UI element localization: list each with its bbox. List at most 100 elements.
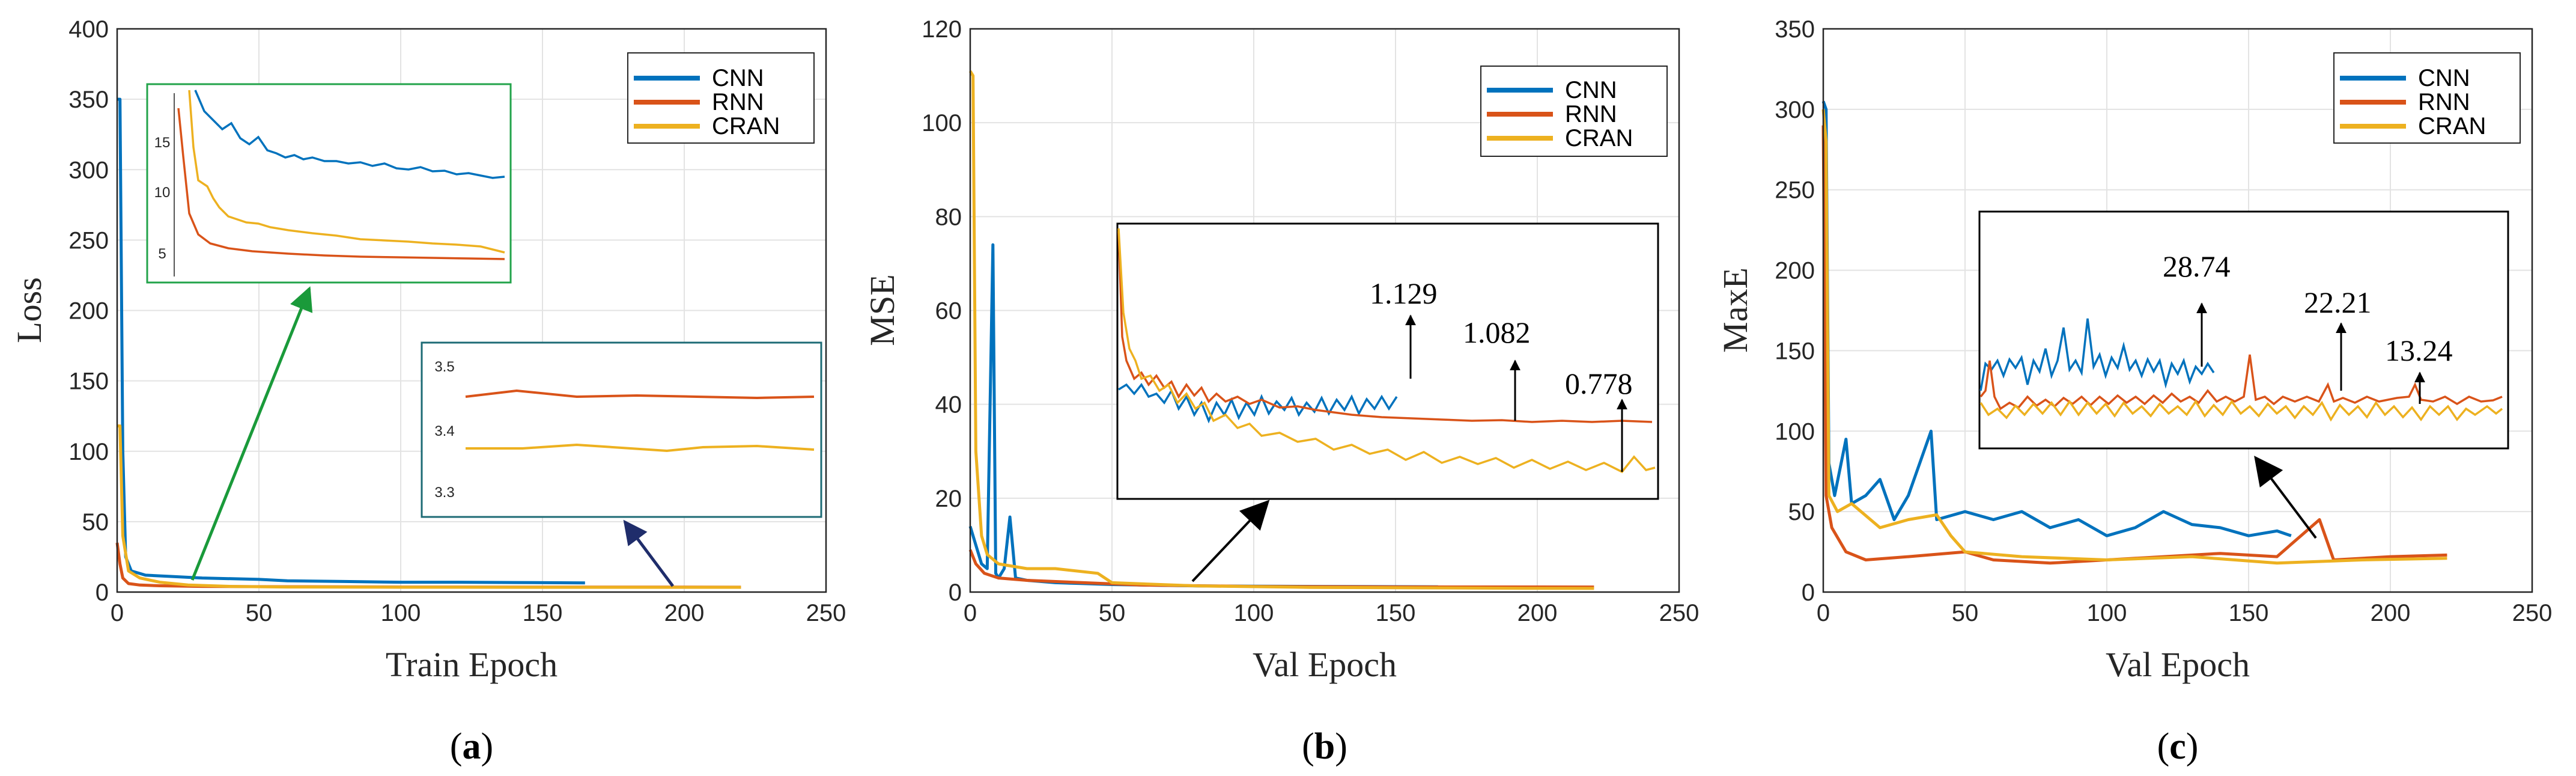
zoom-late-tick-3.4: 3.4 — [434, 423, 454, 439]
zoom-b-cnn-line — [1118, 382, 1398, 424]
legend-rnn-label: RNN — [712, 89, 764, 115]
legend-cran-label: CRAN — [1565, 125, 1633, 151]
legend-rnn-label: RNN — [2418, 89, 2470, 115]
series-line-rnn — [1821, 125, 2447, 565]
x-tick-label: 200 — [2371, 600, 2411, 626]
x-tick-label: 0 — [1817, 600, 1830, 626]
chart-a-navy-arrow — [623, 519, 675, 587]
y-tick-label: 0 — [949, 579, 962, 606]
y-tick-label: 40 — [935, 392, 962, 418]
zoom-early-cnn-line — [194, 90, 505, 179]
chart-b-zoom-arrow — [1191, 500, 1270, 582]
series-line-cran — [968, 70, 1594, 590]
chart-c-ylabel: MaxE — [1716, 267, 1755, 353]
x-tick-label: 150 — [2229, 600, 2269, 626]
zoom-b-cran-line — [1117, 228, 1656, 474]
y-tick-label: 100 — [1775, 418, 1815, 445]
annotation-cnn-maxe: 28.74 — [2163, 249, 2231, 283]
y-tick-label: 80 — [935, 204, 962, 230]
y-tick-label: 350 — [1775, 16, 1815, 43]
x-tick-label: 100 — [381, 600, 421, 626]
y-tick-label: 150 — [68, 368, 109, 395]
x-tick-label: 200 — [664, 600, 705, 626]
zoom-early-cran-line — [188, 90, 505, 254]
chart-b-legend: CNN RNN CRAN — [1480, 66, 1668, 157]
chart-c: 0 50 100 150 200 250 0 50 100 150 200 250 300 350 Val… — [1716, 16, 2552, 767]
chart-b-series — [968, 70, 1594, 590]
y-tick-label: 60 — [935, 298, 962, 325]
zoom-late-cran-line — [466, 443, 815, 453]
y-tick-label: 250 — [68, 227, 109, 254]
y-tick-label: 0 — [96, 579, 109, 606]
legend-cnn-label: CNN — [712, 65, 764, 91]
x-tick-label: 200 — [1517, 600, 1558, 626]
y-tick-label: 120 — [922, 16, 962, 43]
chart-a-zoom-inset-late: 3.5 3.4 3.3 — [421, 341, 822, 518]
x-tick-label: 150 — [523, 600, 563, 626]
chart-b-xlabel: Val Epoch — [1253, 645, 1397, 684]
chart-b-subfigure-label: (b) — [1302, 726, 1347, 767]
y-tick-label: 200 — [68, 298, 109, 325]
zoom-late-tick-3.5: 3.5 — [434, 359, 454, 375]
y-tick-label: 20 — [935, 486, 962, 512]
chart-a: 0 50 100 150 200 250050100150200250300350400 … — [10, 16, 846, 767]
chart-a-green-arrow — [190, 286, 313, 581]
x-tick-label: 100 — [1234, 600, 1274, 626]
chart-c-zoom-arrow — [2254, 456, 2317, 539]
chart-c-series — [1821, 100, 2447, 565]
series-line-cnn — [117, 97, 585, 585]
chart-a-legend: CNN RNN CRAN — [627, 52, 815, 144]
zoom-c-cran-line — [1979, 399, 2503, 422]
chart-a-series — [115, 97, 741, 589]
x-tick-label: 150 — [1376, 600, 1416, 626]
chart-b-zoom-inset: 1.129 1.082 0.778 — [1116, 222, 1659, 500]
chart-b-ylabel: MSE — [863, 274, 902, 346]
x-tick-label: 250 — [1659, 600, 1700, 626]
x-tick-label: 50 — [1099, 600, 1126, 626]
y-tick-label: 50 — [1788, 499, 1815, 525]
legend-cran-label: CRAN — [712, 113, 780, 139]
chart-c-xlabel: Val Epoch — [2106, 645, 2250, 684]
x-tick-label: 50 — [1952, 600, 1979, 626]
legend-cnn-label: CNN — [2418, 65, 2470, 91]
zoom-early-tick-15: 15 — [154, 135, 171, 151]
chart-c-ticks: 0 50 100 150 200 250 0 50 100 150 200 250 300 350 — [1775, 16, 2552, 626]
annotation-cran-maxe: 13.24 — [2385, 334, 2453, 367]
legend-cran-label: CRAN — [2418, 113, 2486, 139]
series-line-cran — [117, 424, 741, 589]
zoom-early-rnn-line — [177, 108, 505, 260]
y-tick-label: 300 — [68, 157, 109, 183]
chart-a-xlabel: Train Epoch — [386, 645, 557, 684]
zoom-early-tick-5: 5 — [158, 246, 166, 262]
zoom-late-rnn-line — [465, 389, 815, 400]
zoom-early-tick-10: 10 — [154, 185, 171, 201]
series-line-cran — [1821, 109, 2447, 565]
chart-c-zoom-inset: 28.74 22.21 13.24 — [1978, 210, 2509, 450]
x-tick-label: 0 — [111, 600, 124, 626]
annotation-cran-mse: 0.778 — [1565, 367, 1633, 400]
annotation-cnn-mse: 1.129 — [1370, 276, 1438, 310]
chart-c-legend: CNN RNN CRAN — [2333, 52, 2521, 144]
y-tick-label: 50 — [82, 509, 109, 536]
chart-b: 0 50 100 150 200 250 0 20 40 60 80 100 120 Val Epoch… — [863, 16, 1699, 767]
y-tick-label: 0 — [1802, 579, 1815, 606]
chart-c-subfigure-label: (c) — [2157, 726, 2199, 767]
x-tick-label: 50 — [246, 600, 273, 626]
zoom-late-tick-3.3: 3.3 — [434, 484, 454, 501]
legend-cnn-label: CNN — [1565, 77, 1617, 103]
series-line-rnn — [115, 542, 741, 589]
chart-b-ticks: 0 50 100 150 200 250 0 20 40 60 80 100 120 — [922, 16, 1699, 626]
series-line-cnn — [1821, 100, 2292, 537]
y-tick-label: 100 — [922, 110, 962, 136]
y-tick-label: 150 — [1775, 338, 1815, 364]
chart-a-subfigure-label: (a) — [450, 726, 493, 767]
chart-a-ticks: 0 50 100 150 200 250 0 50 100 150 200 250 300 350 400 — [68, 16, 846, 626]
chart-b-axes-box — [969, 28, 1680, 593]
x-tick-label: 100 — [2087, 600, 2127, 626]
y-tick-label: 350 — [68, 87, 109, 113]
y-tick-label: 300 — [1775, 97, 1815, 123]
chart-c-axes-box — [1822, 28, 2533, 593]
chart-a-axes-box — [116, 28, 827, 593]
chart-a-ylabel: Loss — [10, 277, 49, 343]
